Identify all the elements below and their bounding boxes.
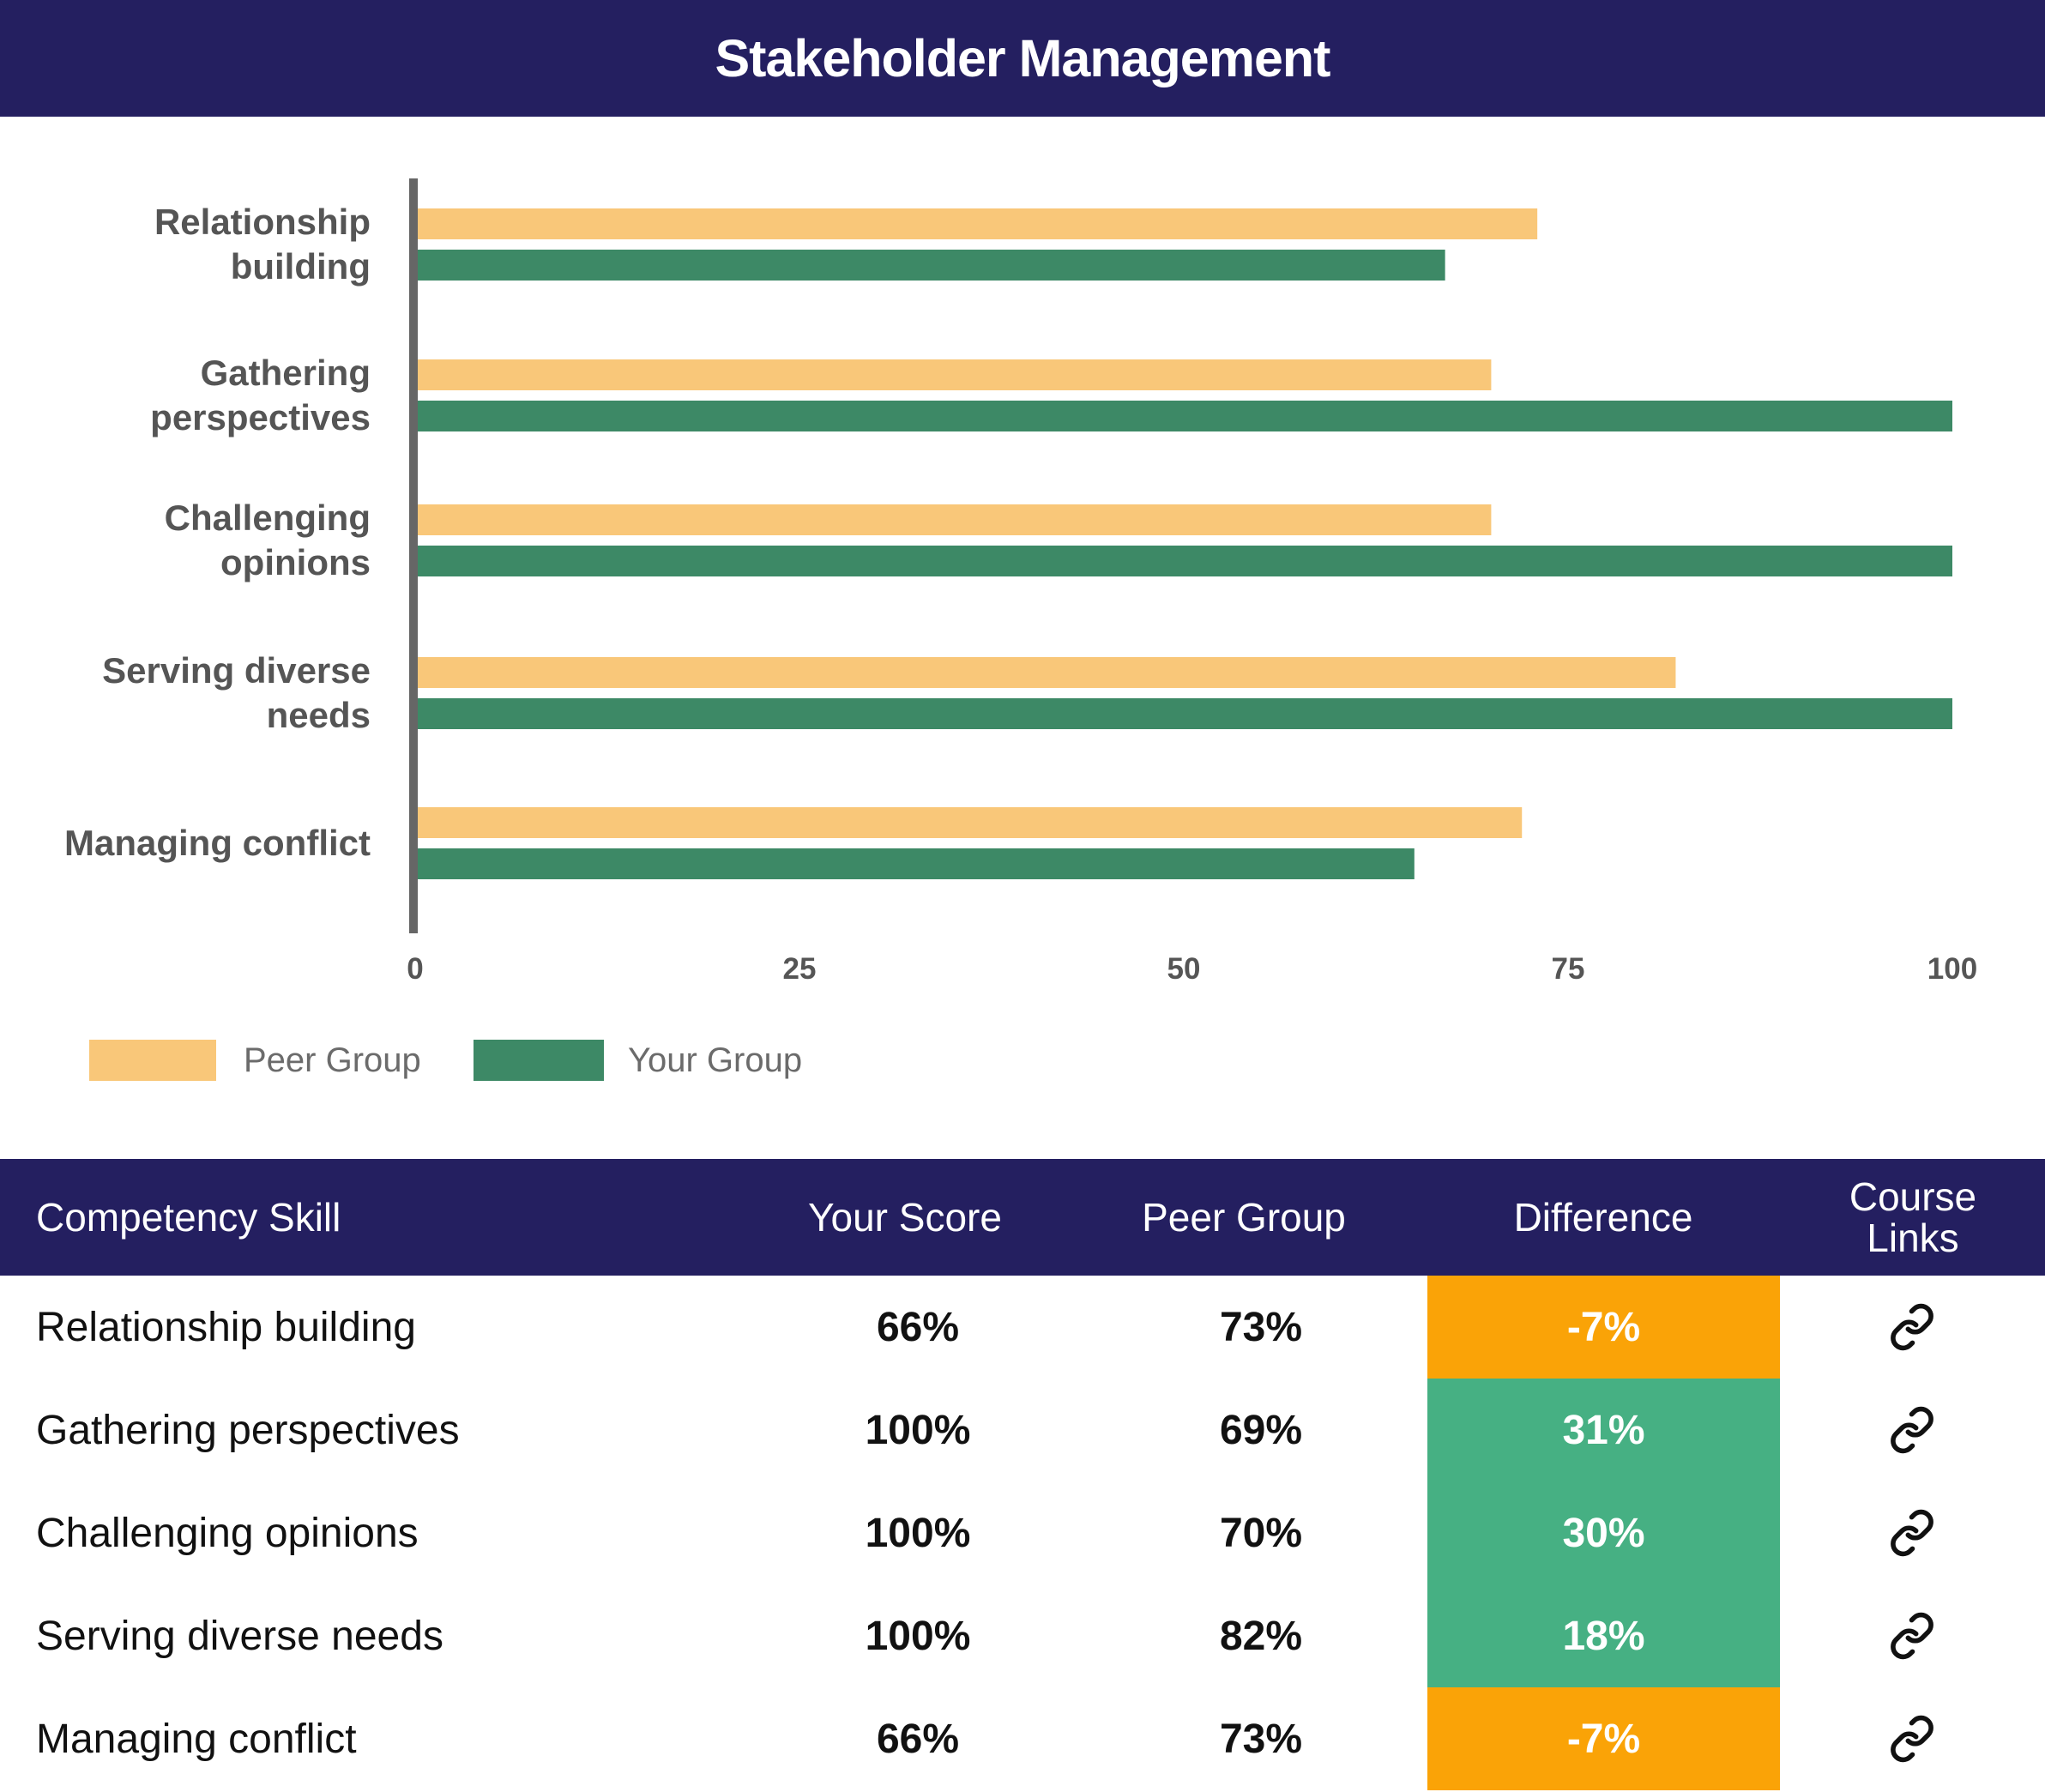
peer-group-cell: 70% <box>1219 1510 1303 1556</box>
table-row: Managing conflict 66% 73% -7% <box>0 1687 2045 1790</box>
bar-your-group <box>415 698 1952 729</box>
bar-peer-group <box>415 208 1538 239</box>
x-tick-label: 75 <box>1552 952 1585 986</box>
competency-table: Competency Skill Your Score Peer Group D… <box>0 1159 2045 1790</box>
category-label: needs <box>267 695 371 735</box>
link-icon[interactable] <box>1888 1612 1936 1660</box>
skill-cell: Relationship building <box>36 1304 416 1350</box>
x-tick-label: 0 <box>407 952 423 986</box>
skill-cell: Managing conflict <box>36 1716 357 1762</box>
course-link-cell[interactable] <box>1779 1687 2045 1790</box>
table-row: Relationship building 66% 73% -7% <box>0 1276 2045 1379</box>
bar-peer-group <box>415 807 1523 838</box>
peer-group-cell: 73% <box>1219 1304 1303 1350</box>
skill-cell: Challenging opinions <box>36 1510 419 1556</box>
x-tick-label: 25 <box>783 952 817 986</box>
bar-peer-group <box>415 504 1492 535</box>
legend-swatch <box>474 1040 604 1081</box>
legend-label: Your Group <box>628 1041 802 1079</box>
table-row: Challenging opinions 100% 70% 30% <box>0 1481 2045 1584</box>
table-header: Competency Skill Your Score Peer Group D… <box>0 1159 2045 1276</box>
course-link-cell[interactable] <box>1779 1379 2045 1481</box>
category-label: Relationship <box>154 202 371 242</box>
difference-cell: 31% <box>1427 1379 1780 1481</box>
header-peer-group: Peer Group <box>1142 1195 1346 1240</box>
bar-peer-group <box>415 359 1492 390</box>
category-label: Challenging <box>165 498 371 538</box>
difference-cell: 30% <box>1427 1481 1780 1584</box>
your-score-cell: 100% <box>865 1510 971 1556</box>
course-link-cell[interactable] <box>1779 1481 2045 1584</box>
difference-cell: 18% <box>1427 1584 1780 1687</box>
your-score-cell: 100% <box>865 1613 971 1659</box>
peer-group-cell: 82% <box>1219 1613 1303 1659</box>
page-title: Stakeholder Management <box>715 29 1331 87</box>
course-link-cell[interactable] <box>1779 1584 2045 1687</box>
legend-swatch <box>89 1040 216 1081</box>
x-tick-label: 50 <box>1167 952 1201 986</box>
table-body: Relationship building 66% 73% -7% Gathering … <box>0 1276 2045 1790</box>
link-icon[interactable] <box>1888 1303 1936 1351</box>
category-label: Managing conflict <box>64 823 371 863</box>
category-label: Serving diverse <box>102 650 371 691</box>
category-label: opinions <box>220 542 371 582</box>
header-difference: Difference <box>1513 1195 1693 1240</box>
difference-cell: -7% <box>1427 1687 1780 1790</box>
category-label: perspectives <box>150 397 371 437</box>
category-label: Gathering <box>201 353 371 393</box>
link-icon[interactable] <box>1888 1509 1936 1557</box>
your-score-cell: 100% <box>865 1407 971 1453</box>
your-score-cell: 66% <box>876 1304 960 1350</box>
link-icon[interactable] <box>1888 1406 1936 1454</box>
your-score-cell: 66% <box>876 1716 960 1762</box>
bar-peer-group <box>415 657 1676 688</box>
bar-your-group <box>415 250 1445 281</box>
skill-cell: Gathering perspectives <box>36 1407 460 1453</box>
difference-cell: -7% <box>1427 1276 1780 1379</box>
title-bar: Stakeholder Management <box>0 0 2045 117</box>
table-row: Serving diverse needs 100% 82% 18% <box>0 1584 2045 1687</box>
category-label: building <box>231 246 371 287</box>
bar-your-group <box>415 401 1952 431</box>
skill-cell: Serving diverse needs <box>36 1613 443 1659</box>
peer-group-cell: 69% <box>1219 1407 1303 1453</box>
bar-your-group <box>415 848 1415 879</box>
header-your-score: Your Score <box>808 1195 1002 1240</box>
x-tick-label: 100 <box>1927 952 1977 986</box>
peer-group-cell: 73% <box>1219 1716 1303 1762</box>
header-course-links: Course Links <box>1849 1174 1977 1260</box>
header-competency-skill: Competency Skill <box>36 1195 341 1240</box>
link-icon[interactable] <box>1888 1715 1936 1763</box>
bar-your-group <box>415 546 1952 576</box>
table-row: Gathering perspectives 100% 69% 31% <box>0 1379 2045 1481</box>
legend-label: Peer Group <box>244 1041 421 1079</box>
course-link-cell[interactable] <box>1779 1276 2045 1379</box>
